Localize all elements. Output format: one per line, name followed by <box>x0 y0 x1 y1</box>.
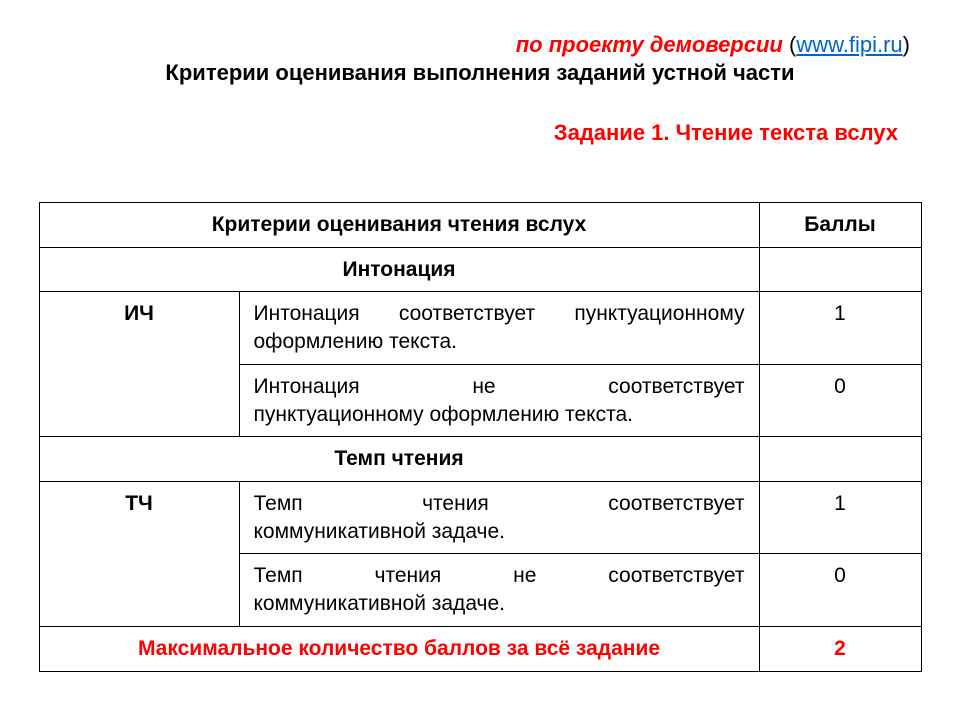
ich-desc-1: Интонация соответствует пунктуационному … <box>239 292 759 364</box>
max-label: Максимальное количество баллов за всё за… <box>39 626 759 671</box>
fipi-link[interactable]: www.fipi.ru <box>796 32 902 57</box>
tch-score-1: 1 <box>759 482 921 554</box>
max-row: Максимальное количество баллов за всё за… <box>39 626 921 671</box>
tch-code: ТЧ <box>39 482 239 627</box>
ich-desc-0: Интонация не соответствует пунктуационно… <box>239 364 759 436</box>
col-criteria: Критерии оценивания чтения вслух <box>39 203 759 248</box>
ich-0-l2: пунктуационному оформлению текста. <box>254 401 745 429</box>
ich-score-0: 0 <box>759 364 921 436</box>
slide: по проекту демоверсии (www.fipi.ru) Крит… <box>0 0 960 720</box>
section-intonation-label: Интонация <box>39 247 759 292</box>
section-intonation: Интонация <box>39 247 921 292</box>
tch-desc-0: Темп чтения не соответствует коммуникати… <box>239 554 759 626</box>
tch-1-l2: коммуникативной задаче. <box>254 518 745 546</box>
tch-0-l2: коммуникативной задаче. <box>254 590 745 618</box>
criteria-table: Критерии оценивания чтения вслух Баллы И… <box>39 202 922 672</box>
table-header-row: Критерии оценивания чтения вслух Баллы <box>39 203 921 248</box>
ich-code: ИЧ <box>39 292 239 437</box>
section-tempo-blank <box>759 437 921 482</box>
tch-row-1: ТЧ Темп чтения соответствует коммуникати… <box>39 482 921 554</box>
tch-1-l1: Темп чтения соответствует <box>254 490 745 518</box>
section-intonation-blank <box>759 247 921 292</box>
tch-0-l1: Темп чтения не соответствует <box>254 562 745 590</box>
paren-close: ) <box>903 32 910 57</box>
max-points: 2 <box>759 626 921 671</box>
ich-0-l1: Интонация не соответствует <box>254 373 745 401</box>
ich-1-l2: оформлению текста. <box>254 328 745 356</box>
ich-row-1: ИЧ Интонация соответствует пунктуационно… <box>39 292 921 364</box>
task-title: Задание 1. Чтение текста вслух <box>30 120 930 146</box>
col-points: Баллы <box>759 203 921 248</box>
demo-prefix: по проекту демоверсии <box>516 32 789 57</box>
tch-score-0: 0 <box>759 554 921 626</box>
ich-1-l1: Интонация соответствует пунктуационному <box>254 300 745 328</box>
section-tempo-label: Темп чтения <box>39 437 759 482</box>
tch-desc-1: Темп чтения соответствует коммуникативно… <box>239 482 759 554</box>
ich-score-1: 1 <box>759 292 921 364</box>
page-title: Критерии оценивания выполнения заданий у… <box>30 60 930 86</box>
section-tempo: Темп чтения <box>39 437 921 482</box>
header-line-1: по проекту демоверсии (www.fipi.ru) <box>30 32 930 58</box>
